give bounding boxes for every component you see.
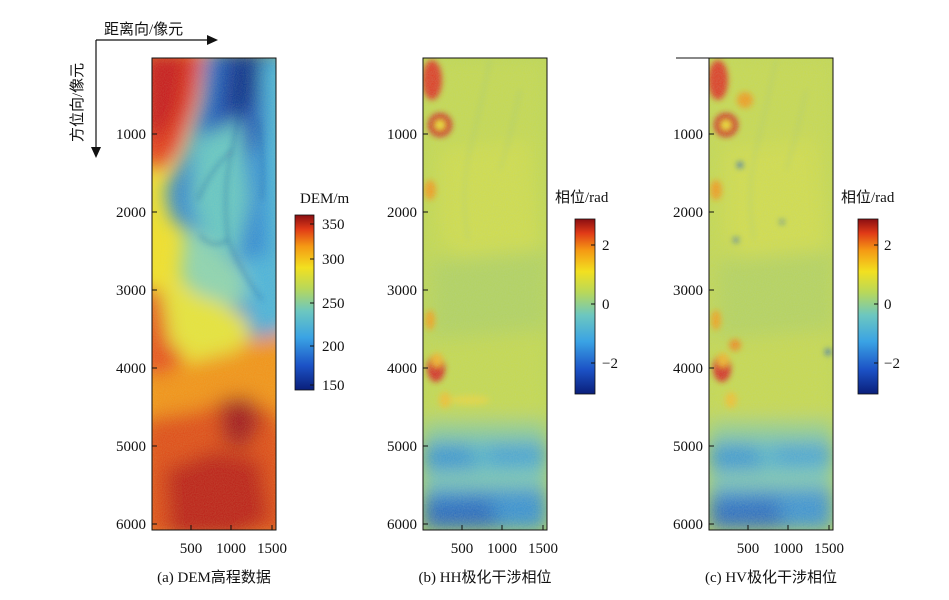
dem-x-axis: 500 1000 1500: [180, 525, 287, 557]
azimuth-axis-label: 方位向/像元: [69, 63, 86, 142]
dem-colorbar-tick: 350: [322, 217, 345, 233]
hv-colorbar-title: 相位/rad: [841, 189, 895, 206]
hv-x-tick: 1000: [773, 541, 803, 557]
hh-colorbar-title: 相位/rad: [555, 189, 609, 206]
dem-plot-frame: [151, 57, 277, 531]
dem-colorbar: DEM/m 350 300 250 200 150: [294, 191, 350, 394]
dem-colorbar-tick: 250: [322, 296, 345, 312]
hv-colorbar: 相位/rad 2 0 −2: [841, 189, 900, 395]
hh-x-axis: 500 1000 1500: [451, 525, 558, 557]
hh-y-tick: 1000: [387, 127, 417, 143]
dem-y-tick: 6000: [116, 517, 146, 533]
hv-y-tick: 5000: [673, 439, 703, 455]
hh-colorbar-tick: 0: [602, 297, 610, 313]
hh-colorbar-tick: 2: [602, 238, 610, 254]
range-axis-label: 距离向/像元: [104, 21, 183, 38]
dem-x-tick: 1500: [257, 541, 287, 557]
dem-y-tick: 3000: [116, 283, 146, 299]
dem-y-tick: 2000: [116, 205, 146, 221]
dem-y-axis: 1000 2000 3000 4000 5000 6000: [116, 127, 157, 533]
hv-colorbar-tick: 0: [884, 297, 892, 313]
hv-colorbar-tick: 2: [884, 238, 892, 254]
hh-y-tick: 6000: [387, 517, 417, 533]
hh-x-tick: 1000: [487, 541, 517, 557]
dem-colorbar-tick: 150: [322, 378, 345, 394]
hh-y-tick: 5000: [387, 439, 417, 455]
hv-caption: (c) HV极化干涉相位: [705, 569, 837, 586]
azimuth-arrow-icon: [91, 147, 101, 158]
hh-y-tick: 2000: [387, 205, 417, 221]
dem-caption: (a) DEM高程数据: [157, 569, 271, 586]
hv-image: [709, 58, 833, 530]
hv-y-tick: 4000: [673, 361, 703, 377]
hv-y-tick: 3000: [673, 283, 703, 299]
hh-y-axis: 1000 2000 3000 4000 5000 6000: [387, 127, 428, 533]
hv-y-axis: 1000 2000 3000 4000 5000 6000: [673, 127, 714, 533]
hh-y-tick: 3000: [387, 283, 417, 299]
dem-colorbar-tick: 300: [322, 252, 345, 268]
hv-colorbar-tick: −2: [884, 356, 900, 372]
dem-y-tick: 4000: [116, 361, 146, 377]
hh-colorbar: 相位/rad 2 0 −2: [555, 189, 618, 395]
hv-plot-frame: [708, 57, 834, 531]
dem-y-tick: 1000: [116, 127, 146, 143]
range-arrow-icon: [207, 35, 218, 45]
panel-hv: 1000 2000 3000 4000 5000 6000 500 1000 1…: [673, 57, 900, 586]
hh-colorbar-tick: −2: [602, 356, 618, 372]
hh-x-tick: 500: [451, 541, 474, 557]
orientation-indicator: 距离向/像元 方位向/像元: [69, 21, 218, 158]
hv-x-tick: 500: [737, 541, 760, 557]
dem-x-tick: 500: [180, 541, 203, 557]
hh-caption: (b) HH极化干涉相位: [419, 569, 552, 586]
dem-image: [152, 58, 276, 530]
hh-plot-frame: [422, 57, 548, 531]
hv-x-tick: 1500: [814, 541, 844, 557]
hv-y-tick: 6000: [673, 517, 703, 533]
dem-y-tick: 5000: [116, 439, 146, 455]
hv-y-tick: 1000: [673, 127, 703, 143]
dem-colorbar-title: DEM/m: [300, 191, 350, 207]
hh-image: [423, 58, 547, 530]
hv-x-axis: 500 1000 1500: [737, 525, 844, 557]
hh-x-tick: 1500: [528, 541, 558, 557]
panel-hh: 1000 2000 3000 4000 5000 6000 500 1000 1…: [387, 57, 618, 586]
dem-colorbar-tick: 200: [322, 339, 345, 355]
hh-y-tick: 4000: [387, 361, 417, 377]
panel-dem: 1000 2000 3000 4000 5000 6000 500 1000 1…: [116, 57, 350, 586]
dem-x-tick: 1000: [216, 541, 246, 557]
hv-y-tick: 2000: [673, 205, 703, 221]
